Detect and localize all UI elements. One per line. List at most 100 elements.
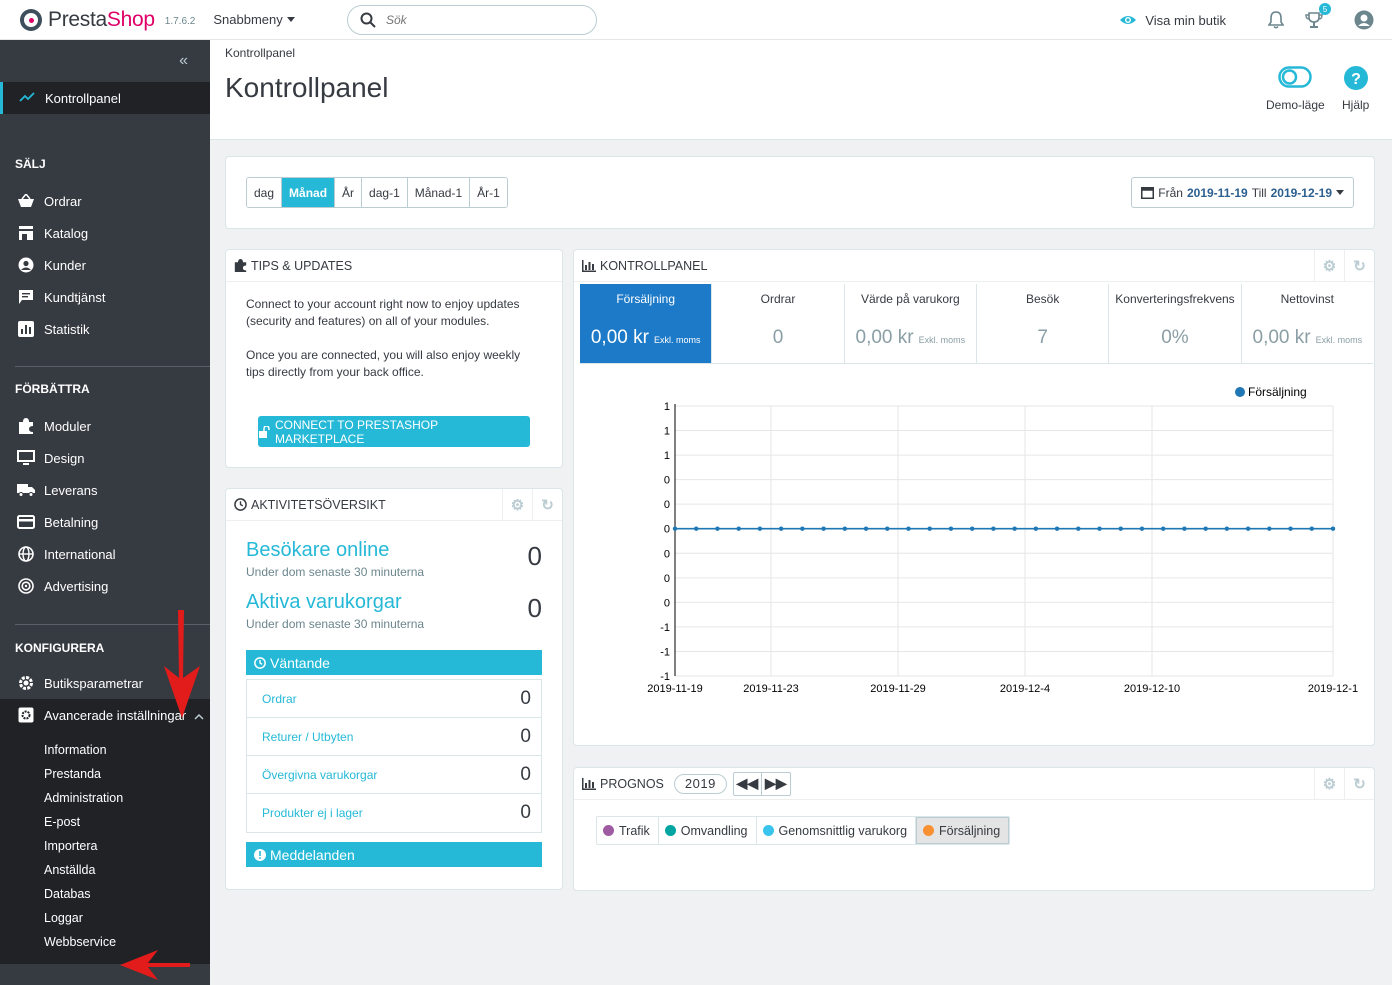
legend-dot-icon [603, 825, 614, 836]
pending-orders-link[interactable]: Ordrar [262, 691, 297, 706]
breadcrumb[interactable]: Kontrollpanel [225, 46, 296, 60]
connect-marketplace-label: CONNECT TO PRESTASHOP MARKETPLACE [274, 417, 438, 446]
trophy-icon[interactable]: 5 [1304, 3, 1331, 30]
sidebar-item-shop-parameters[interactable]: Butiksparametrar [0, 667, 210, 699]
toggle-icon [1278, 66, 1313, 88]
y-tick-label: 0 [664, 499, 670, 511]
configure-gear-icon[interactable]: ⚙ [1314, 768, 1344, 800]
kpi-conversion-rate[interactable]: Konverteringsfrekvens 0% [1109, 284, 1242, 363]
metric-conversion-button[interactable]: Omvandling [659, 817, 757, 844]
tips-title: TIPS & UPDATES [251, 258, 353, 273]
connect-marketplace-button[interactable]: CONNECT TO PRESTASHOP MARKETPLACE [258, 416, 530, 447]
submenu-item-administration[interactable]: Administration [44, 791, 124, 805]
collapse-sidebar-icon[interactable]: « [179, 52, 188, 69]
sidebar-item-international[interactable]: International [0, 538, 210, 570]
period-day-button[interactable]: dag [247, 178, 283, 207]
kpi-net-profit[interactable]: Nettovinst 0,00 kr Exkl. moms [1242, 284, 1373, 363]
data-point [1160, 526, 1166, 531]
sidebar-item-shipping[interactable]: Leverans [0, 474, 210, 506]
truck-icon [17, 483, 35, 497]
submenu-item-logs[interactable]: Loggar [44, 911, 83, 925]
kpi-visits[interactable]: Besök 7 [977, 284, 1110, 363]
desktop-icon [17, 450, 35, 466]
x-tick-label: 2019-12-4 [1000, 683, 1050, 695]
period-prev-month-button[interactable]: Månad-1 [407, 178, 471, 207]
pending-header[interactable]: Väntande [246, 650, 542, 675]
data-point [1097, 526, 1102, 531]
activity-title: AKTIVITETSÖVERSIKT [251, 497, 386, 512]
sidebar-item-design[interactable]: Design [0, 442, 210, 474]
refresh-icon[interactable]: ↻ [1344, 768, 1374, 800]
user-avatar-icon[interactable] [1354, 10, 1374, 30]
submenu-item-information[interactable]: Information [44, 743, 107, 757]
refresh-icon[interactable]: ↻ [532, 489, 562, 521]
submenu-item-performance[interactable]: Prestanda [44, 767, 101, 781]
pending-title: Väntande [270, 654, 330, 671]
period-selector: dag Månad År dag-1 Månad-1 År-1 [246, 177, 508, 208]
kpi-sales[interactable]: Försäljning 0,00 kr Exkl. moms [580, 284, 713, 363]
refresh-icon[interactable]: ↻ [1344, 250, 1374, 282]
sidebar-item-payment[interactable]: Betalning [0, 506, 210, 538]
metric-average-cart-button[interactable]: Genomsnittlig varukorg [757, 817, 917, 844]
date-range-picker[interactable]: Från 2019-11-19 Till 2019-12-19 [1131, 177, 1354, 208]
data-point [885, 526, 890, 531]
sidebar-item-label: Advertising [44, 578, 109, 594]
sidebar-item-catalog[interactable]: Katalog [0, 217, 210, 249]
view-shop-link[interactable]: Visa min butik [1119, 13, 1226, 28]
sidebar-item-orders[interactable]: Ordrar [0, 185, 210, 217]
y-tick-label: -1 [660, 622, 670, 634]
logo-text-shop: Shop [106, 7, 155, 31]
search-input[interactable] [386, 13, 576, 27]
active-carts-link[interactable]: Aktiva varukorgar [246, 591, 402, 613]
sidebar-item-advanced-parameters[interactable]: Avancerade inställningar [0, 699, 210, 731]
prestashop-logo[interactable]: PrestaShop 1.7.6.2 [20, 8, 195, 32]
kpi-orders[interactable]: Ordrar 0 [712, 284, 845, 363]
submenu-item-email[interactable]: E-post [44, 815, 81, 829]
configure-gear-icon[interactable]: ⚙ [1314, 250, 1344, 282]
x-tick-label: 2019-11-23 [743, 683, 798, 695]
kpi-cart-value[interactable]: Värde på varukorg 0,00 kr Exkl. moms [845, 284, 977, 363]
data-point [906, 526, 911, 531]
forecast-title: PROGNOS [600, 776, 664, 791]
submenu-item-webservice[interactable]: Webbservice [44, 935, 117, 949]
kpi-value: 0% [1161, 327, 1189, 348]
sidebar-item-customer-service[interactable]: Kundtjänst [0, 281, 210, 313]
pending-returns-link[interactable]: Returer / Utbyten [262, 729, 354, 744]
pending-abandoned-carts-link[interactable]: Övergivna varukorgar [262, 767, 378, 782]
pending-out-of-stock-link[interactable]: Produkter ej i lager [262, 806, 363, 820]
metric-sales-button[interactable]: Försäljning [916, 817, 1010, 844]
previous-year-icon[interactable]: ◀◀ [734, 772, 762, 795]
sidebar-item-customers[interactable]: Kunder [0, 249, 210, 281]
submenu-item-employees[interactable]: Anställda [44, 863, 96, 877]
help-label: Hjälp [1342, 98, 1370, 112]
data-point [1224, 526, 1230, 531]
period-prev-year-button[interactable]: År-1 [470, 178, 507, 207]
sidebar-item-advertising[interactable]: Advertising [0, 570, 210, 602]
metric-traffic-button[interactable]: Trafik [597, 817, 659, 844]
submenu-item-database[interactable]: Databas [44, 887, 91, 901]
sidebar-item-dashboard[interactable]: Kontrollpanel [0, 82, 210, 114]
trending-up-icon [19, 91, 35, 106]
period-prev-day-button[interactable]: dag-1 [362, 178, 408, 207]
bell-icon[interactable] [1266, 10, 1286, 30]
puzzle-icon [17, 418, 35, 434]
forecast-year-badge: 2019 [673, 773, 727, 794]
submenu-item-import[interactable]: Importera [44, 839, 98, 853]
data-point [1012, 526, 1017, 531]
demo-mode-button[interactable]: Demo-läge [1266, 66, 1325, 112]
chevron-up-icon [194, 708, 204, 723]
search-box[interactable] [347, 5, 597, 35]
messages-title: Meddelanden [270, 846, 355, 863]
kpi-label: Ordrar [760, 292, 796, 306]
sidebar-item-modules[interactable]: Moduler [0, 410, 210, 442]
visitors-online-link[interactable]: Besökare online [246, 539, 390, 561]
configure-gear-icon[interactable]: ⚙ [502, 489, 532, 521]
sidebar-item-statistics[interactable]: Statistik [0, 313, 210, 345]
kpi-note: Exkl. moms [1315, 335, 1363, 345]
messages-header[interactable]: Meddelanden [246, 842, 542, 867]
next-year-icon[interactable]: ▶▶ [765, 775, 787, 791]
period-month-button[interactable]: Månad [282, 178, 336, 207]
quick-access-dropdown[interactable]: Snabbmeny [213, 12, 295, 27]
help-button[interactable]: ? Hjälp [1342, 66, 1369, 112]
period-year-button[interactable]: År [335, 178, 363, 207]
